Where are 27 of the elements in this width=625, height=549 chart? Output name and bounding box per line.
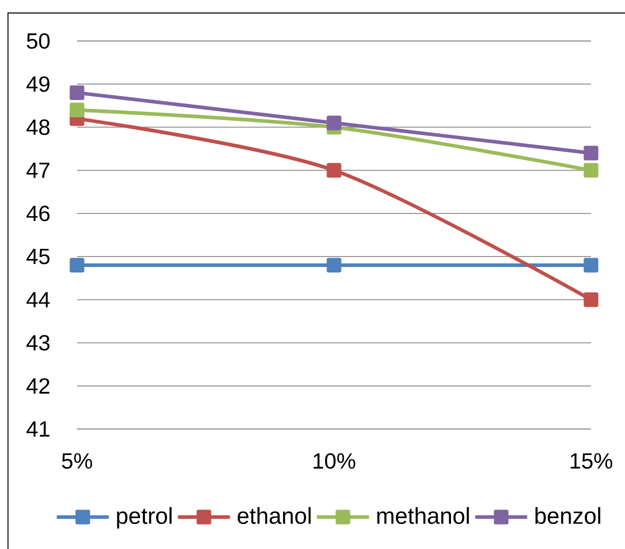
y-tick-label: 48 — [26, 119, 50, 136]
point — [326, 116, 342, 130]
legend-label: benzol — [535, 507, 600, 524]
x-tick-label: 10% — [314, 453, 356, 469]
point — [584, 146, 598, 160]
y-tick-label: 44 — [26, 292, 50, 308]
y-tick-label: 50 — [26, 33, 50, 49]
legend-label: petrol — [117, 507, 172, 529]
x-tick-label: 15% — [570, 453, 612, 469]
y-tick-label: 46 — [26, 206, 50, 222]
legend-label: methanol — [377, 507, 469, 524]
point — [70, 258, 84, 272]
y-tick-label: 41 — [26, 421, 50, 437]
point — [70, 85, 84, 100]
y-tick-label: 43 — [26, 334, 50, 351]
y-tick-label: 47 — [26, 162, 50, 178]
y-tick-label: 45 — [26, 248, 50, 264]
y-tick-label: 49 — [26, 76, 50, 92]
legend-label: ethanol — [238, 507, 311, 524]
point — [70, 102, 84, 118]
x-tick-label: 5% — [62, 453, 92, 469]
point — [584, 163, 598, 178]
point — [326, 163, 342, 178]
point — [584, 258, 598, 272]
y-tick-label: 42 — [26, 378, 50, 394]
point — [326, 258, 342, 272]
point — [584, 292, 598, 307]
